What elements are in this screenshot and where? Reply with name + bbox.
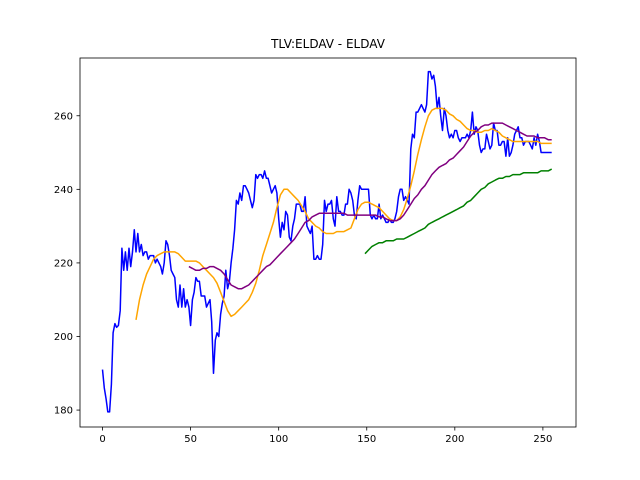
x-tick-label: 50 [184,434,197,445]
chart-title: TLV:ELDAV - ELDAV [270,37,386,51]
x-tick-label: 150 [357,434,376,445]
series-line-4 [364,168,553,255]
series-layer [101,70,553,413]
axes-layer: 0 50 100 150 200 250 180 200 220 240 260 [54,57,577,445]
y-tick-label: 260 [54,111,73,122]
x-tick-label: 250 [533,434,552,445]
y-tick-label: 240 [54,185,73,196]
x-tick-label: 200 [445,434,464,445]
y-tick-label: 200 [54,332,73,343]
x-tick-label: 100 [269,434,288,445]
x-tick-label: 0 [99,434,105,445]
plot-frame [79,57,577,428]
y-tick-label: 180 [54,406,73,417]
y-tick-label: 220 [54,258,73,269]
series-line-3 [188,122,552,290]
series-line-1 [101,70,552,413]
